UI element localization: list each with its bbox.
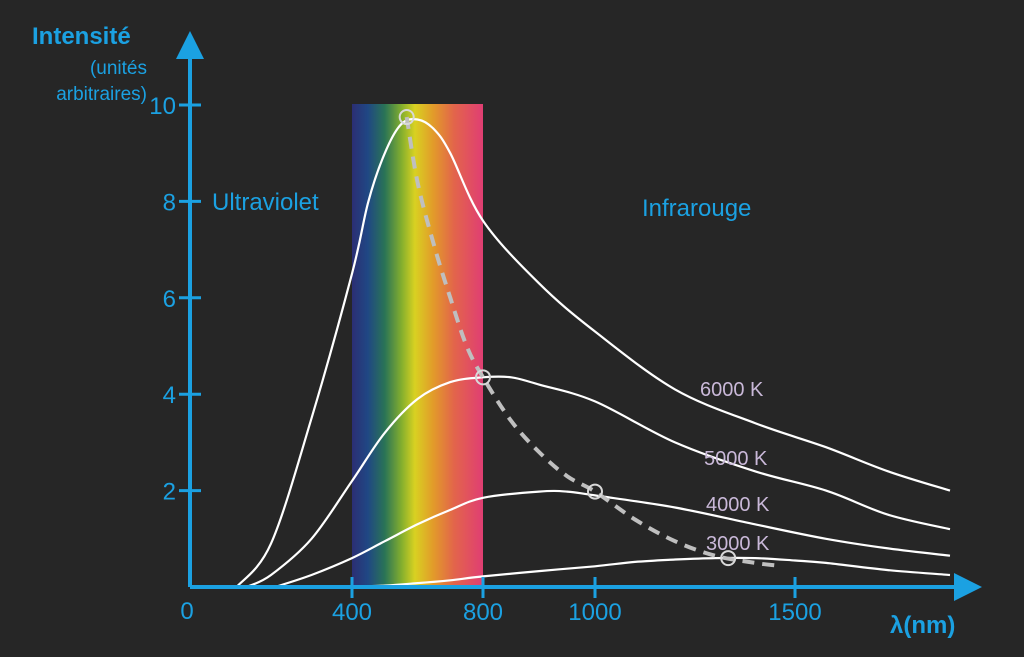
series-label-5000k: 5000 K: [704, 448, 768, 470]
x-axis-title: λ(nm): [890, 612, 955, 639]
y-tick-label-8: 8: [163, 189, 176, 216]
series-line-6000k: [235, 118, 951, 588]
y-axis-title: Intensité: [32, 23, 131, 50]
series-line-4000k: [274, 489, 951, 589]
origin-label: 0: [180, 598, 193, 625]
series-label-4000k: 4000 K: [706, 494, 770, 516]
y-tick-label-10: 10: [149, 93, 176, 120]
axis-ticks: 2 4 6 8 10 400 800 1000 1500: [149, 93, 821, 626]
y-axis-subtitle-2: arbitraires): [56, 84, 147, 105]
wien-displacement: [398, 109, 776, 568]
series-curves: [235, 118, 951, 589]
infrared-label: Infrarouge: [642, 195, 751, 222]
ultraviolet-label: Ultraviolet: [212, 189, 319, 216]
x-tick-label-1500: 1500: [768, 599, 821, 626]
series-label-3000k: 3000 K: [706, 533, 770, 555]
series-line-3000k: [343, 556, 951, 589]
peak-marker-1: [398, 109, 415, 126]
peak-marker-2: [475, 369, 491, 386]
x-tick-label-800: 800: [463, 599, 503, 626]
y-tick-label-6: 6: [163, 286, 176, 313]
series-label-6000k: 6000 K: [700, 379, 764, 401]
peak-marker-4: [720, 550, 737, 567]
y-axis-subtitle-1: (unités: [90, 58, 147, 79]
x-tick-label-1000: 1000: [568, 599, 621, 626]
y-tick-label-2: 2: [163, 479, 176, 506]
x-axis-unit: (nm): [903, 612, 955, 639]
series-line-5000k: [246, 375, 951, 589]
lambda-symbol: λ: [890, 612, 903, 639]
y-tick-label-4: 4: [163, 382, 176, 409]
wien-dashed-line: [404, 116, 776, 568]
x-tick-label-400: 400: [332, 599, 372, 626]
peak-marker-3: [587, 483, 603, 500]
